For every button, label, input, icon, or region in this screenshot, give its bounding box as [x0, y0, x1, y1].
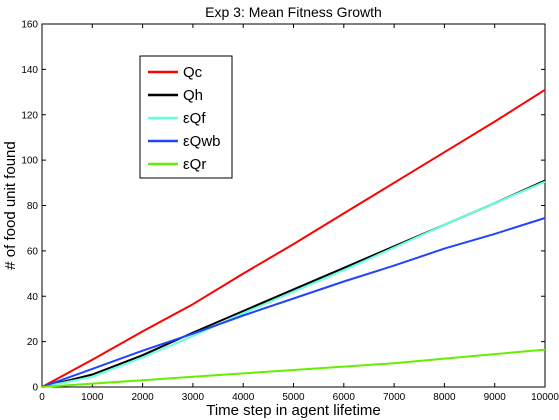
x-tick-label: 6000 — [333, 392, 356, 403]
y-tick-label: 140 — [21, 65, 38, 76]
x-tick-label: 8000 — [433, 392, 456, 403]
y-tick-label: 20 — [27, 337, 39, 348]
y-tick-label: 120 — [21, 110, 38, 121]
legend: Qc Qh εQf εQwb εQr — [139, 55, 233, 179]
y-tick-label: 60 — [27, 246, 39, 257]
plot-area — [41, 23, 546, 388]
y-tick-label: 40 — [27, 292, 39, 303]
x-tick-label: 2000 — [131, 392, 154, 403]
x-tick-label: 10000 — [531, 392, 559, 403]
y-tick-label: 100 — [21, 156, 38, 167]
axis-ticks: 0 1000 2000 3000 4000 5000 6000 7000 8000 9000 100… — [21, 20, 559, 404]
series-lines — [41, 88, 546, 388]
x-tick-label: 1000 — [81, 392, 104, 403]
legend-label: εQr — [183, 156, 206, 173]
y-tick-label: 80 — [27, 201, 39, 212]
y-tick-label: 0 — [32, 383, 38, 394]
x-tick-label: 5000 — [282, 392, 305, 403]
legend-label: Qh — [183, 87, 203, 104]
x-tick-label: 4000 — [232, 392, 255, 403]
legend-label: εQwb — [183, 133, 221, 150]
series-line-3 — [41, 217, 546, 388]
x-tick-label: 7000 — [383, 392, 406, 403]
y-axis-label: # of food unit found — [2, 141, 19, 269]
x-axis-label: Time step in agent lifetime — [206, 402, 381, 419]
x-tick-label: 3000 — [182, 392, 205, 403]
series-line-0 — [41, 88, 546, 388]
series-line-4 — [41, 348, 546, 388]
legend-label: Qc — [183, 64, 203, 81]
legend-label: εQf — [183, 110, 206, 127]
y-tick-label: 160 — [21, 20, 38, 31]
series-line-2 — [41, 180, 546, 388]
x-tick-label: 0 — [39, 392, 45, 403]
plot-frame — [41, 23, 546, 388]
x-tick-label: 9000 — [484, 392, 507, 403]
chart-title: Exp 3: Mean Fitness Growth — [205, 4, 382, 20]
